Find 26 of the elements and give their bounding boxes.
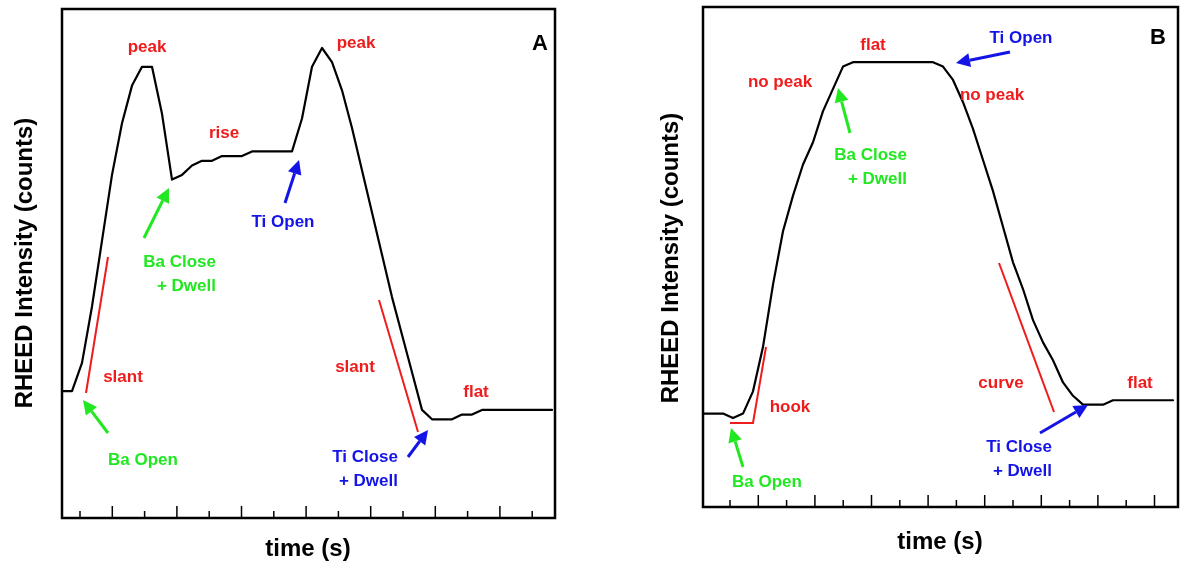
annotation: slant	[335, 357, 376, 376]
x-axis-title: time (s)	[265, 534, 351, 561]
annotation: Ti Close + Dwell	[986, 437, 1052, 480]
annotation: Ba Open	[732, 472, 802, 491]
annotation: Ba Close + Dwell	[143, 252, 216, 295]
annotation: hook	[769, 397, 811, 416]
annotation: rise	[208, 123, 240, 142]
text: flat	[860, 35, 887, 54]
chart-title: A	[532, 30, 549, 55]
annotation: Ti Close + Dwell	[332, 447, 398, 490]
annotation: flat	[1127, 373, 1154, 392]
annotation: no peak	[747, 72, 813, 91]
annotation: flat	[463, 382, 490, 401]
x-axis-title: time (s)	[897, 527, 983, 554]
annotation: Ti Open	[251, 212, 315, 231]
annotation: curve	[978, 373, 1024, 392]
annotation: peak	[127, 37, 167, 56]
y-axis-title: RHEED Intensity (counts)	[10, 117, 37, 409]
annotation: slant	[103, 367, 144, 386]
annotation: no peak	[959, 85, 1025, 104]
annotation: Ba Close + Dwell	[834, 145, 907, 188]
chart-title: B	[1150, 24, 1166, 49]
y-axis-title: RHEED Intensity (counts)	[656, 112, 683, 404]
text: Ti Open	[989, 28, 1053, 47]
annotation: Ba Open	[108, 450, 178, 469]
annotation: peak	[336, 33, 376, 52]
